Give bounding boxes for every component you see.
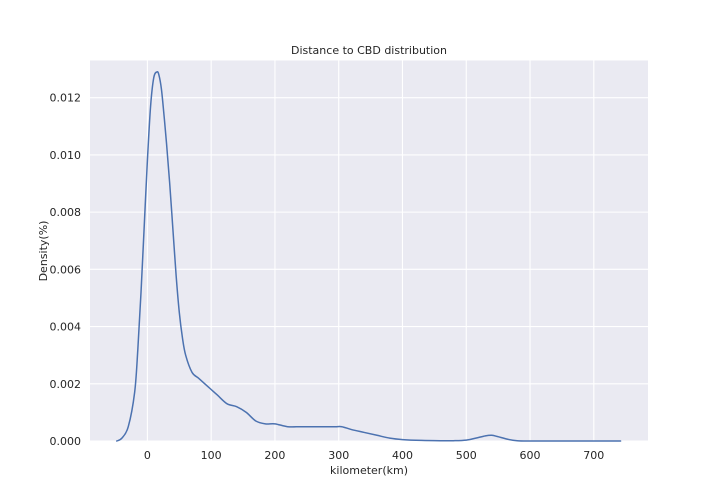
plot-area: [90, 60, 648, 441]
y-tick-label: 0.008: [50, 206, 82, 219]
y-tick-label: 0.000: [50, 435, 82, 448]
y-tick-label: 0.002: [50, 378, 82, 391]
y-tick-label: 0.006: [50, 263, 82, 276]
grid-lines: [90, 60, 648, 442]
x-tick-label: 300: [328, 449, 349, 462]
x-tick-label: 500: [456, 449, 477, 462]
y-tick-label: 0.004: [50, 321, 82, 334]
chart-title: Distance to CBD distribution: [291, 44, 447, 57]
y-axis-label: Density(%): [37, 221, 50, 282]
x-tick-label: 100: [201, 449, 222, 462]
y-tick-label: 0.012: [50, 92, 82, 105]
y-tick-label: 0.010: [50, 149, 82, 162]
density-curve: [116, 71, 622, 442]
x-tick-label: 700: [583, 449, 604, 462]
x-axis-ticks: 0 100 200 300 400 500 600 700: [144, 449, 604, 462]
series-layer: [116, 71, 622, 442]
x-tick-label: 0: [144, 449, 151, 462]
x-axis-label: kilometer(km): [330, 464, 408, 477]
x-tick-label: 600: [520, 449, 541, 462]
x-tick-label: 200: [264, 449, 285, 462]
x-tick-label: 400: [392, 449, 413, 462]
y-axis-ticks: 0.000 0.002 0.004 0.006 0.008 0.010 0.012: [50, 92, 82, 448]
